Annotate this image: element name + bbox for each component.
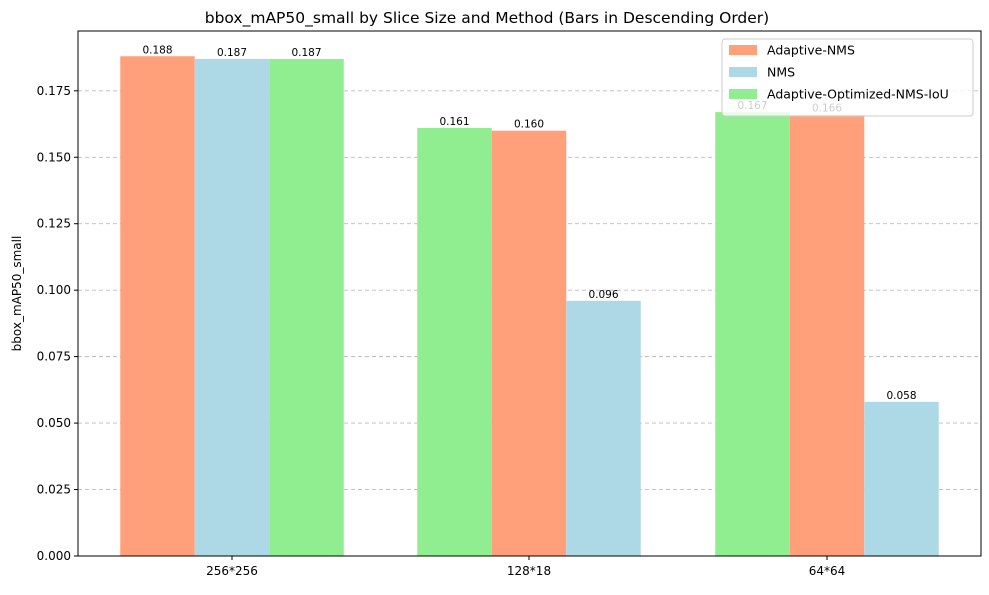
bar-value-label: 0.187 xyxy=(291,47,321,59)
bar xyxy=(566,300,641,556)
x-tick-label: 128*18 xyxy=(507,564,551,578)
y-axis-label: bbox_mAP50_small xyxy=(10,236,24,352)
legend-box xyxy=(721,38,974,117)
bar xyxy=(715,112,790,556)
legend-swatch xyxy=(729,67,757,77)
bar-value-label: 0.161 xyxy=(439,116,469,128)
y-tick-label: 0.075 xyxy=(37,350,71,364)
bar xyxy=(417,128,492,556)
legend-label: Adaptive-NMS xyxy=(767,43,855,58)
y-axis-ticks: 0.000 0.025 0.050 0.075 0.100 0.125 0.150 0.175 xyxy=(37,84,78,563)
bar xyxy=(269,58,344,557)
y-tick-label: 0.125 xyxy=(37,217,71,231)
x-axis-ticks: 256*256 128*18 64*64 xyxy=(206,556,845,578)
bar xyxy=(491,130,567,557)
y-tick-label: 0.000 xyxy=(37,549,71,563)
y-tick-label: 0.150 xyxy=(37,150,71,164)
y-tick-label: 0.175 xyxy=(37,84,71,98)
bar-value-label: 0.096 xyxy=(588,289,618,301)
bar-value-label: 0.160 xyxy=(514,119,544,131)
bar-value-label: 0.188 xyxy=(142,44,172,56)
legend-swatch xyxy=(729,89,757,99)
bar xyxy=(864,401,939,556)
bar xyxy=(789,114,865,556)
x-tick-label: 256*256 xyxy=(206,564,258,578)
legend-swatch xyxy=(729,45,757,55)
bar xyxy=(194,58,270,557)
x-tick-label: 64*64 xyxy=(809,564,846,578)
y-tick-label: 0.050 xyxy=(37,416,71,430)
legend: Adaptive-NMS NMS Adaptive-Optimized-NMS-Io… xyxy=(721,38,974,117)
chart-title: bbox_mAP50_small by Slice Size and Metho… xyxy=(205,9,769,28)
legend-label: NMS xyxy=(767,65,795,80)
bar-value-label: 0.058 xyxy=(886,390,916,402)
legend-label: Adaptive-Optimized-NMS-IoU xyxy=(767,87,949,102)
bar xyxy=(120,56,195,556)
y-tick-label: 0.025 xyxy=(37,483,71,497)
bar-value-label: 0.187 xyxy=(217,47,247,59)
y-tick-label: 0.100 xyxy=(37,283,71,297)
bars xyxy=(120,56,939,557)
